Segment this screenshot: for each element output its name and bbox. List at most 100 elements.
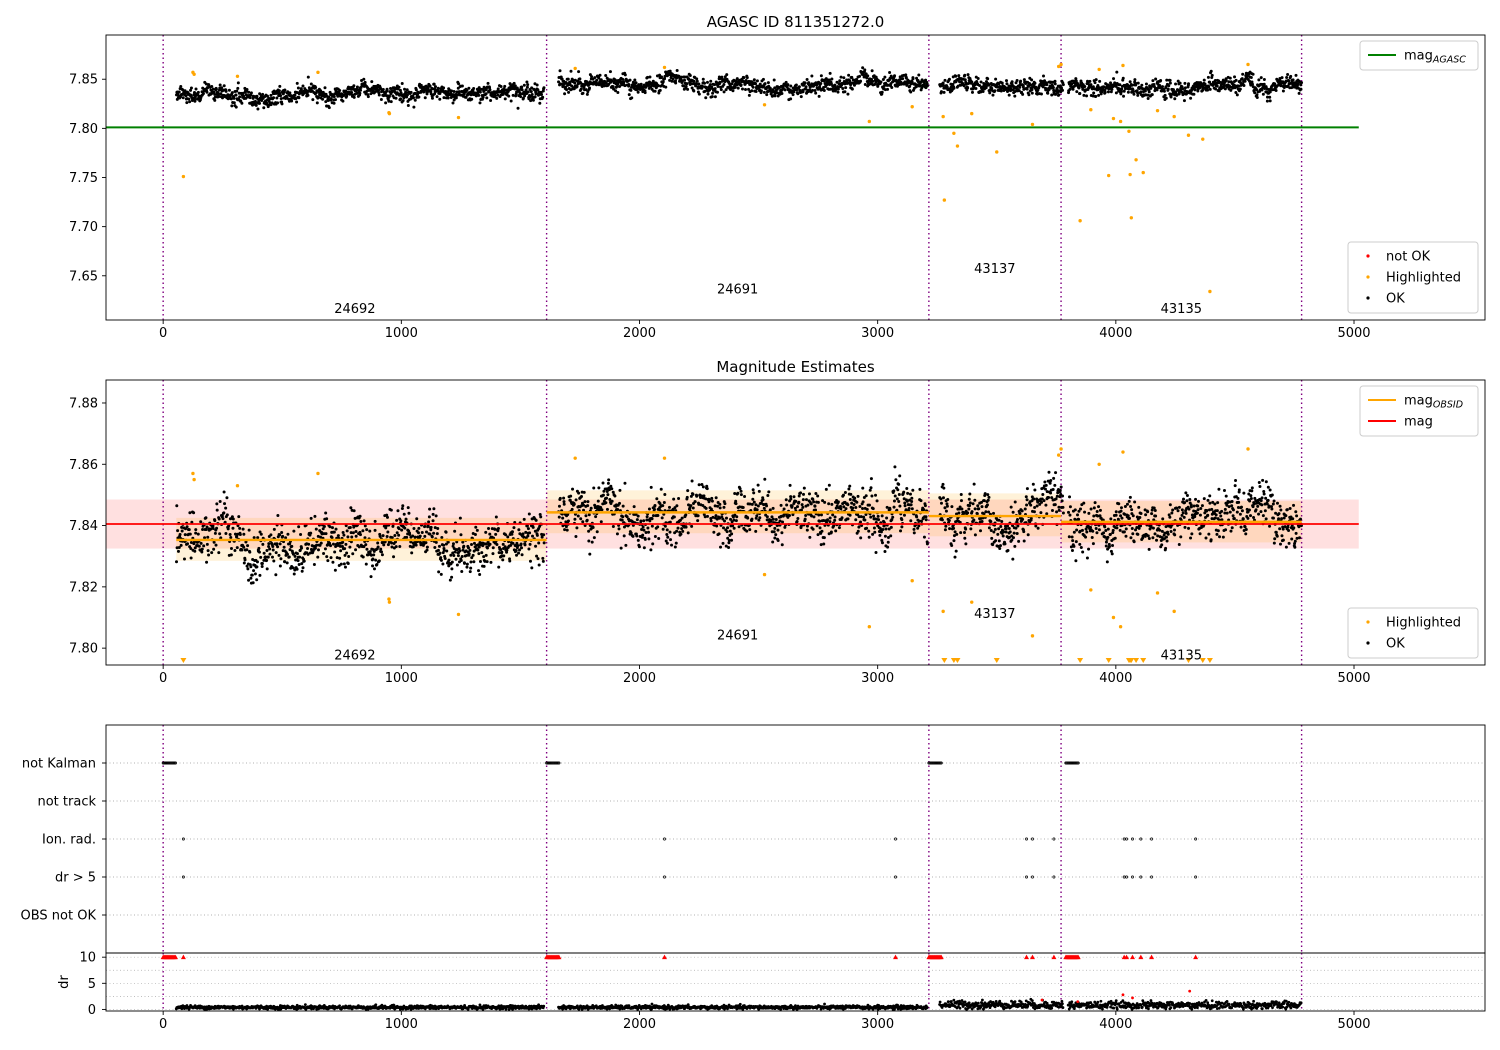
ok-point xyxy=(534,518,538,522)
ok-point xyxy=(322,525,326,529)
ok-point xyxy=(903,501,907,505)
ok-point xyxy=(232,96,236,100)
ok-point xyxy=(526,534,530,538)
ok-point xyxy=(771,540,775,544)
ok-point xyxy=(189,547,193,551)
agasc-panel: AGASC ID 811351272.024692246914313743135… xyxy=(69,13,1486,341)
ok-point xyxy=(968,501,972,505)
ok-point xyxy=(817,80,821,84)
ok-point xyxy=(390,541,394,545)
ok-point xyxy=(794,499,798,503)
ok-point xyxy=(537,541,541,545)
ok-point xyxy=(1042,499,1046,503)
ok-point xyxy=(394,96,398,100)
ok-point xyxy=(627,93,631,97)
highlighted-point xyxy=(941,114,945,119)
ok-point xyxy=(533,95,537,99)
ok-point xyxy=(315,101,319,105)
ok-point xyxy=(889,525,893,529)
ok-point xyxy=(531,534,535,538)
ok-point xyxy=(636,87,640,91)
ok-point xyxy=(966,511,970,515)
ok-point xyxy=(629,88,633,92)
ok-point xyxy=(814,508,818,512)
ok-point xyxy=(523,543,527,547)
ok-point xyxy=(398,88,402,92)
ok-point xyxy=(893,74,897,78)
ok-point xyxy=(586,500,590,504)
ok-point xyxy=(993,527,997,531)
ok-point xyxy=(213,519,217,523)
ok-point xyxy=(697,92,701,96)
ok-point xyxy=(1020,509,1024,513)
ok-point xyxy=(797,500,801,504)
ok-point xyxy=(245,88,249,92)
ok-point xyxy=(1061,83,1065,87)
ok-point xyxy=(846,517,850,521)
ok-point xyxy=(306,547,310,551)
ok-point xyxy=(256,107,260,111)
ok-point xyxy=(816,533,820,537)
ok-point xyxy=(1169,95,1173,99)
ok-point xyxy=(180,529,184,533)
ok-point xyxy=(220,514,224,518)
ok-point xyxy=(738,505,742,509)
ok-point xyxy=(895,508,899,512)
ok-point xyxy=(536,88,540,92)
ok-point xyxy=(1227,80,1231,84)
ok-point xyxy=(1043,487,1047,491)
ok-point xyxy=(861,66,865,70)
highlighted-point xyxy=(1097,67,1101,72)
ok-point xyxy=(988,91,992,95)
ok-point xyxy=(987,510,991,514)
ok-point xyxy=(405,93,409,97)
ok-point xyxy=(755,79,759,83)
ok-point xyxy=(628,78,632,82)
highlighted-point xyxy=(1141,170,1145,175)
ok-point xyxy=(1265,95,1269,99)
ok-point xyxy=(624,543,628,547)
ok-point xyxy=(1265,99,1269,103)
ok-point xyxy=(274,91,278,95)
ok-point xyxy=(541,559,545,563)
ok-point xyxy=(594,515,598,519)
ok-point xyxy=(290,544,294,548)
ok-point xyxy=(713,87,717,91)
ok-point xyxy=(1193,88,1197,92)
ok-point xyxy=(960,507,964,511)
ok-point xyxy=(943,528,947,532)
ok-point xyxy=(1036,526,1040,530)
ok-point xyxy=(718,502,722,506)
obsid-label: 24691 xyxy=(717,283,758,298)
ok-point xyxy=(955,532,959,536)
ok-point xyxy=(579,494,583,498)
ok-point xyxy=(221,517,225,521)
ok-point xyxy=(955,512,959,516)
ok-point xyxy=(1291,78,1295,82)
ok-point xyxy=(318,543,322,547)
ok-point xyxy=(879,530,883,534)
ok-point xyxy=(773,86,777,90)
ok-point xyxy=(867,535,871,539)
ok-point xyxy=(756,504,760,508)
ok-point xyxy=(1075,90,1079,94)
ok-point xyxy=(268,552,272,556)
ok-point xyxy=(331,542,335,546)
ok-point xyxy=(847,73,851,77)
ok-point xyxy=(434,540,438,544)
ok-point xyxy=(436,527,440,531)
ok-point xyxy=(796,516,800,520)
ok-point xyxy=(875,499,879,503)
ok-point xyxy=(604,74,608,78)
ok-point xyxy=(925,542,929,546)
ok-point xyxy=(692,89,696,93)
ok-point xyxy=(864,512,868,516)
ok-point xyxy=(1150,93,1154,97)
ok-point xyxy=(970,510,974,514)
ok-point xyxy=(453,529,457,533)
ok-point xyxy=(717,532,721,536)
ok-point xyxy=(189,88,193,92)
ok-point xyxy=(630,96,634,100)
ok-point xyxy=(266,94,270,98)
ok-point xyxy=(780,531,784,535)
